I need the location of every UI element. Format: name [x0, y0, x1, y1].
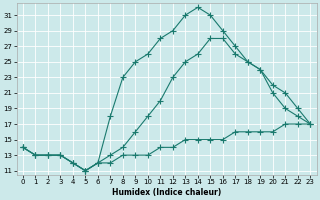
X-axis label: Humidex (Indice chaleur): Humidex (Indice chaleur) [112, 188, 221, 197]
